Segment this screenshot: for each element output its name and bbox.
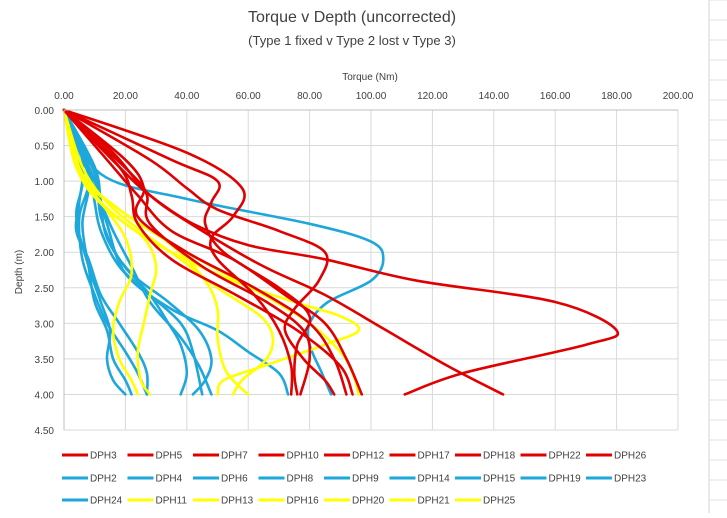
series-line-dph6 [62,108,213,396]
series-line-dph12 [62,108,294,396]
legend-label: DPH21 [418,496,451,507]
series-line-dph22 [62,108,364,396]
legend-label: DPH8 [287,474,314,485]
series-lines [62,108,620,396]
legend-label: DPH7 [221,451,248,462]
x-tick-label: 120.00 [417,91,448,102]
y-tick-label: 1.50 [35,213,55,224]
y-tick-label: 2.50 [35,284,55,295]
legend-label: DPH12 [352,451,385,462]
x-tick-label: 20.00 [113,91,138,102]
legend-item-dph26: DPH26 [586,451,647,462]
legend-label: DPH4 [156,474,183,485]
legend-item-dph15: DPH15 [455,474,516,485]
chart-title: Torque v Depth (uncorrected) [248,9,456,26]
legend-item-dph9: DPH9 [324,474,379,485]
legend-item-dph23: DPH23 [586,474,647,485]
legend-item-dph2: DPH2 [62,474,117,485]
legend-item-dph6: DPH6 [193,474,248,485]
legend-item-dph12: DPH12 [324,451,385,462]
y-tick-label: 3.50 [35,355,55,366]
legend-item-dph24: DPH24 [62,496,123,507]
y-tick-label: 0.50 [35,142,55,153]
x-axis-label: Torque (Nm) [342,72,398,83]
series-line-dph25 [62,108,158,396]
legend-label: DPH16 [287,496,320,507]
legend-label: DPH9 [352,474,379,485]
legend-item-dph10: DPH10 [258,451,320,462]
x-tick-label: 180.00 [601,91,632,102]
legend-item-dph5: DPH5 [127,451,183,462]
legend-label: DPH20 [352,496,385,507]
legend-label: DPH5 [156,451,183,462]
y-tick-label: 0.00 [35,106,55,117]
series-line-dph15 [62,108,127,396]
y-axis-label: Depth (m) [14,250,25,294]
legend-item-dph17: DPH17 [389,451,451,462]
y-tick-label: 3.00 [35,319,55,330]
x-tick-label: 160.00 [540,91,571,102]
legend-item-dph3: DPH3 [62,451,117,462]
legend-label: DPH11 [156,496,188,507]
legend-item-dph14: DPH14 [389,474,451,485]
legend-label: DPH3 [90,451,117,462]
series-line-dph18 [62,108,336,396]
series-line-dph21 [62,108,250,396]
legend-label: DPH15 [483,474,516,485]
legend-label: DPH14 [418,474,451,485]
x-tick-label: 60.00 [236,91,261,102]
legend-item-dph4: DPH4 [127,474,183,485]
legend-label: DPH17 [418,451,451,462]
legend: DPH3 DPH5 DPH7 DPH10 DPH12 DPH17 DPH18 DPH22 DPH… [62,451,647,507]
x-tick-label: 40.00 [174,91,199,102]
legend-item-dph13: DPH13 [193,496,254,507]
axes: 0.00 20.00 40.00 60.00 80.00 100.00 120.00 140.… [35,91,694,437]
y-tick-label: 4.00 [35,390,55,401]
legend-item-dph18: DPH18 [455,451,516,462]
legend-item-dph11: DPH11 [127,496,188,507]
y-tick-label: 4.50 [35,426,55,437]
series-line-dph26 [62,108,505,396]
legend-item-dph22: DPH22 [520,451,582,462]
legend-label: DPH13 [221,496,254,507]
legend-label: DPH22 [549,451,582,462]
legend-label: DPH23 [614,474,647,485]
legend-label: DPH25 [483,496,516,507]
legend-item-dph19: DPH19 [520,474,582,485]
legend-item-dph20: DPH20 [324,496,385,507]
legend-item-dph25: DPH25 [455,496,516,507]
y-tick-label: 2.00 [35,248,55,259]
legend-label: DPH6 [221,474,248,485]
x-tick-label: 0.00 [54,91,74,102]
x-tick-label: 80.00 [297,91,322,102]
x-tick-label: 200.00 [663,91,694,102]
legend-item-dph7: DPH7 [193,451,248,462]
legend-item-dph8: DPH8 [258,474,314,485]
legend-label: DPH24 [90,496,123,507]
legend-item-dph21: DPH21 [389,496,451,507]
series-line-dph7 [62,108,348,396]
series-line-dph5 [62,108,354,396]
y-tick-label: 1.00 [35,177,55,188]
legend-item-dph16: DPH16 [258,496,320,507]
legend-label: DPH26 [614,451,647,462]
legend-label: DPH18 [483,451,516,462]
legend-label: DPH2 [90,474,117,485]
legend-label: DPH10 [287,451,320,462]
x-tick-label: 140.00 [479,91,510,102]
x-tick-label: 100.00 [356,91,387,102]
chart-subtitle: (Type 1 fixed v Type 2 lost v Type 3) [248,33,456,48]
legend-label: DPH19 [549,474,582,485]
